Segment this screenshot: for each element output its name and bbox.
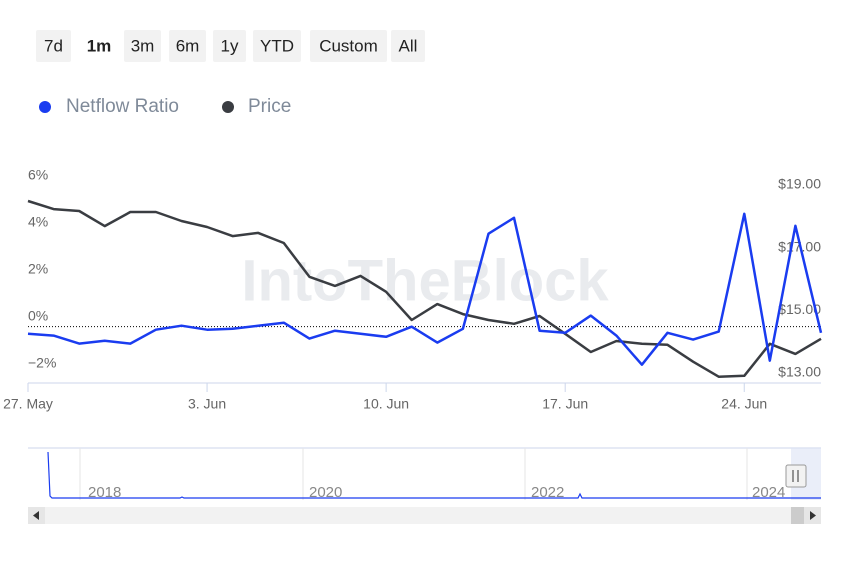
y-tick-label: 2% xyxy=(28,260,48,276)
range-button[interactable] xyxy=(310,30,387,62)
arrow xyxy=(810,511,816,520)
range-button[interactable] xyxy=(391,30,425,62)
y-tick-label: 4% xyxy=(28,214,48,230)
navigator: 2018 2020 2022 2024 xyxy=(28,447,821,524)
range-button-label: All xyxy=(399,36,418,55)
series-line xyxy=(27,212,823,366)
y-tick-label: 6% xyxy=(28,167,48,183)
range-button[interactable] xyxy=(213,30,246,62)
range-button-label: 3m xyxy=(131,36,155,55)
range-button-label: 1m xyxy=(87,36,112,55)
range-button-label: 6m xyxy=(176,36,200,55)
range-button-label: 7d xyxy=(44,36,63,55)
x-tick-label: 10. Jun xyxy=(363,396,409,412)
legend-label[interactable]: Price xyxy=(248,96,291,117)
range-button[interactable] xyxy=(36,30,71,62)
watermark: IntoTheBlock xyxy=(241,248,609,313)
legend-label[interactable]: Netflow Ratio xyxy=(66,96,179,117)
arrow xyxy=(33,511,39,520)
scrollbar-track[interactable] xyxy=(28,507,821,524)
x-tick-label: 27. May xyxy=(3,396,53,412)
navigator-line xyxy=(47,451,821,499)
x-tick-label: 17. Jun xyxy=(542,396,588,412)
x-tick-label: 24. Jun xyxy=(721,396,767,412)
series-line xyxy=(27,199,822,378)
navigator-handle[interactable] xyxy=(785,464,807,488)
range-button[interactable] xyxy=(80,30,118,62)
x-tick-label: 3. Jun xyxy=(188,396,226,412)
y-tick-label: 0% xyxy=(28,307,48,323)
y2-tick-label: $19.00 xyxy=(778,176,821,192)
y2-tick-label: $15.00 xyxy=(778,301,821,317)
navigator-label: 2024 xyxy=(752,484,785,501)
range-button-label: 1y xyxy=(221,36,239,55)
legend-marker[interactable] xyxy=(39,101,51,113)
y-tick-label: −2% xyxy=(28,354,56,370)
scrollbar-thumb[interactable] xyxy=(791,507,804,524)
range-button-label: YTD xyxy=(260,36,294,55)
y2-tick-label: $13.00 xyxy=(778,364,821,380)
legend-marker[interactable] xyxy=(222,101,234,113)
navigator-label: 2018 xyxy=(88,484,121,501)
range-button[interactable] xyxy=(253,30,301,62)
navigator-label: 2022 xyxy=(531,484,564,501)
range-button[interactable] xyxy=(124,30,161,62)
range-button[interactable] xyxy=(169,30,206,62)
navigator-label: 2020 xyxy=(309,484,342,501)
range-button-label: Custom xyxy=(319,36,378,55)
